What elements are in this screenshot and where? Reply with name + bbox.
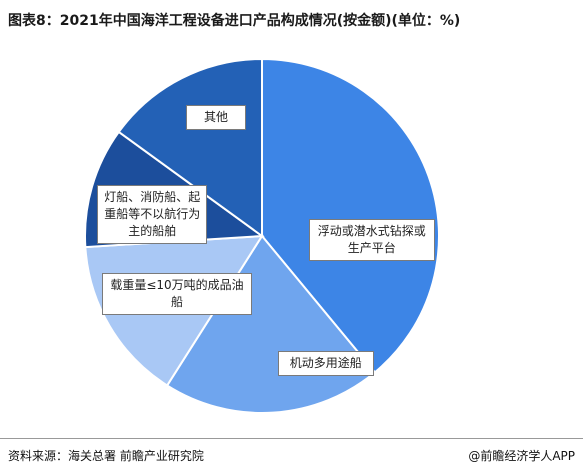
slice-label: 载重量≤10万吨的成品油船 (102, 273, 253, 316)
slice-label: 灯船、消防船、起重船等不以航行为主的船舶 (97, 185, 208, 245)
pie-slice (117, 57, 263, 238)
slice-label: 机动多用途船 (277, 350, 374, 376)
source-text: 资料来源：海关总署 前瞻产业研究院 (8, 449, 204, 463)
brand-text: @前瞻经济学人APP (468, 449, 575, 463)
chart-title: 图表8：2021年中国海洋工程设备进口产品构成情况(按金额)(单位：%) (8, 13, 461, 29)
footer: 资料来源：海关总署 前瞻产业研究院 @前瞻经济学人APP (0, 438, 583, 474)
slice-label: 其他 (185, 104, 246, 130)
pie-slice (261, 57, 440, 374)
slice-label: 浮动或潜水式钻探或生产平台 (308, 218, 435, 261)
